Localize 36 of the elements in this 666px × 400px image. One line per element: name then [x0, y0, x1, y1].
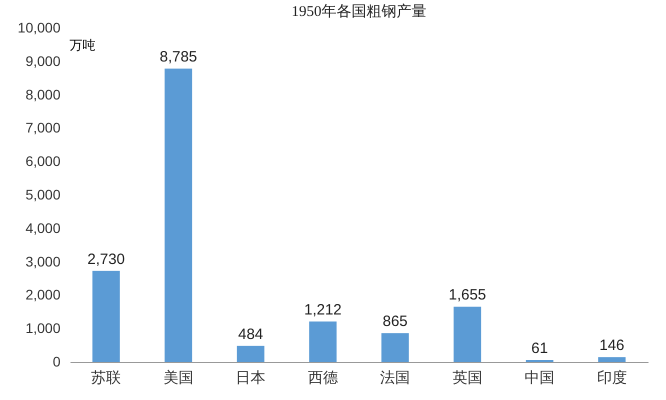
bar — [92, 270, 120, 362]
x-tick-label: 美国 — [163, 370, 194, 386]
data-label: 1,212 — [304, 302, 342, 319]
data-label: 146 — [599, 337, 624, 354]
bar — [598, 357, 626, 362]
data-label: 484 — [238, 326, 264, 343]
bar — [454, 306, 482, 362]
data-label: 61 — [531, 340, 548, 357]
bar — [381, 333, 409, 362]
y-tick-label: 9,000 — [25, 52, 61, 69]
y-tick-label: 0 — [52, 354, 61, 370]
y-tick-label: 2,000 — [25, 286, 61, 303]
y-tick-label: 1,000 — [25, 320, 61, 336]
bar — [164, 68, 192, 362]
data-label: 865 — [382, 313, 408, 330]
y-tick-label: 5,000 — [25, 186, 61, 202]
data-label: 8,785 — [160, 48, 198, 66]
y-tick-label: 4,000 — [25, 220, 61, 236]
bar — [236, 346, 264, 362]
data-label: 1,655 — [448, 286, 486, 304]
x-tick-label: 中国 — [524, 370, 555, 386]
y-tick-label: 8,000 — [25, 86, 61, 102]
y-tick-label: 6,000 — [25, 153, 61, 170]
chart-title: 1950年各国粗钢产量 — [292, 3, 426, 20]
x-tick-label: 西德 — [308, 370, 338, 386]
x-tick-label: 日本 — [236, 370, 266, 386]
y-axis-title: 万吨 — [70, 38, 96, 52]
x-tick-label: 英国 — [452, 370, 482, 386]
bar — [309, 322, 337, 362]
y-tick-label: 3,000 — [25, 253, 61, 270]
x-tick-label: 法国 — [380, 370, 410, 386]
x-tick-label: 苏联 — [91, 370, 122, 386]
y-tick-label: 10,000 — [18, 20, 61, 36]
x-tick-label: 印度 — [596, 370, 627, 386]
data-label: 2,730 — [87, 250, 125, 268]
y-tick-label: 7,000 — [25, 120, 61, 136]
